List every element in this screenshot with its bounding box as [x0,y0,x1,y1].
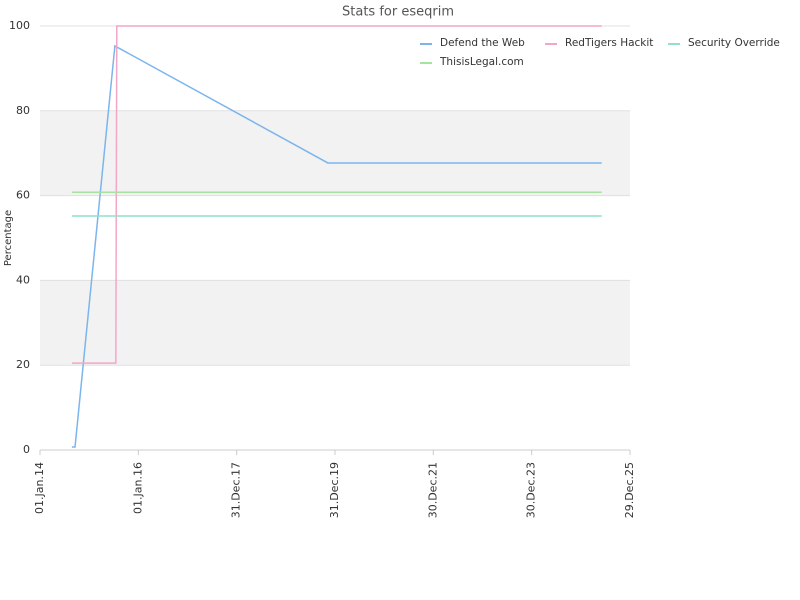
x-tick-label: 01.Jan.16 [131,462,144,514]
y-tick-label: 40 [16,273,30,286]
y-axis-label: Percentage [3,210,14,266]
x-tick-label: 01.Jan.14 [33,462,46,514]
y-tick-label: 60 [16,189,30,202]
legend-label[interactable]: Defend the Web [440,37,525,49]
legend-label[interactable]: Security Override [688,37,780,49]
chart-title: Stats for eseqrim [342,5,454,20]
y-tick-label: 80 [16,104,30,117]
grid-band [40,280,630,366]
x-tick-label: 31.Dec.17 [230,462,243,518]
x-tick-label: 30.Dec.21 [426,462,439,518]
series-line [71,44,602,448]
legend-label[interactable]: ThisisLegal.com [439,56,524,68]
legend-label[interactable]: RedTigers Hackit [565,37,653,49]
grid-band [40,110,630,196]
x-tick-label: 31.Dec.19 [328,462,341,518]
y-tick-label: 20 [16,358,30,371]
x-tick-label: 30.Dec.23 [525,462,538,518]
y-tick-label: 100 [9,19,30,32]
y-tick-label: 0 [23,443,30,456]
series-line [71,25,602,364]
x-tick-label: 29.Dec.25 [623,462,636,518]
